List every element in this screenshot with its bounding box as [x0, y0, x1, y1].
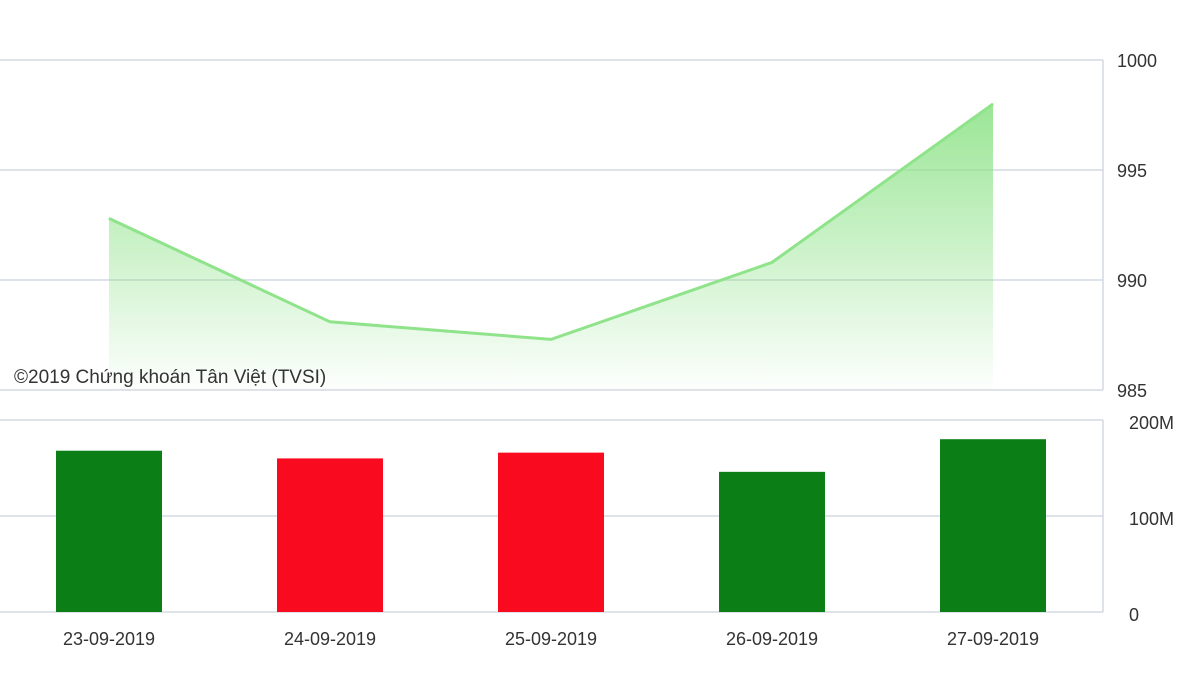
x-tick-label: 26-09-2019 — [726, 629, 818, 649]
price-point — [771, 261, 773, 263]
volume-bar — [940, 439, 1046, 612]
x-tick-label: 23-09-2019 — [63, 629, 155, 649]
copyright-watermark: ©2019 Chứng khoán Tân Việt (TVSI) — [14, 367, 326, 388]
x-tick-label: 27-09-2019 — [947, 629, 1039, 649]
volume-panel: 0 100M 200M — [0, 413, 1174, 625]
volume-y-tick-labels: 0 100M 200M — [1129, 413, 1174, 625]
price-y-tick-label: 985 — [1117, 381, 1147, 401]
volume-bar — [277, 458, 383, 612]
price-points — [108, 103, 994, 340]
volume-y-tick-label: 0 — [1129, 605, 1139, 625]
volume-y-tick-label: 200M — [1129, 413, 1174, 433]
x-tick-label: 24-09-2019 — [284, 629, 376, 649]
price-point — [329, 321, 331, 323]
price-y-tick-label: 990 — [1117, 271, 1147, 291]
price-y-tick-label: 1000 — [1117, 51, 1157, 71]
price-y-tick-label: 995 — [1117, 161, 1147, 181]
x-axis-tick-labels: 23-09-2019 24-09-2019 25-09-2019 26-09-2019… — [63, 629, 1039, 649]
price-point — [992, 103, 994, 105]
volume-bar — [498, 452, 604, 612]
volume-bar — [719, 471, 825, 612]
volume-bars — [56, 439, 1046, 612]
volume-y-tick-label: 100M — [1129, 509, 1174, 529]
price-y-tick-labels: 985 990 995 1000 — [1117, 51, 1157, 401]
price-point — [108, 217, 110, 219]
price-panel: 985 990 995 1000 ©2019 Chứng khoán Tân Việt… — [0, 51, 1157, 401]
x-tick-label: 25-09-2019 — [505, 629, 597, 649]
price-area-fill — [109, 104, 993, 390]
volume-bar — [56, 450, 162, 612]
price-point — [550, 338, 552, 340]
